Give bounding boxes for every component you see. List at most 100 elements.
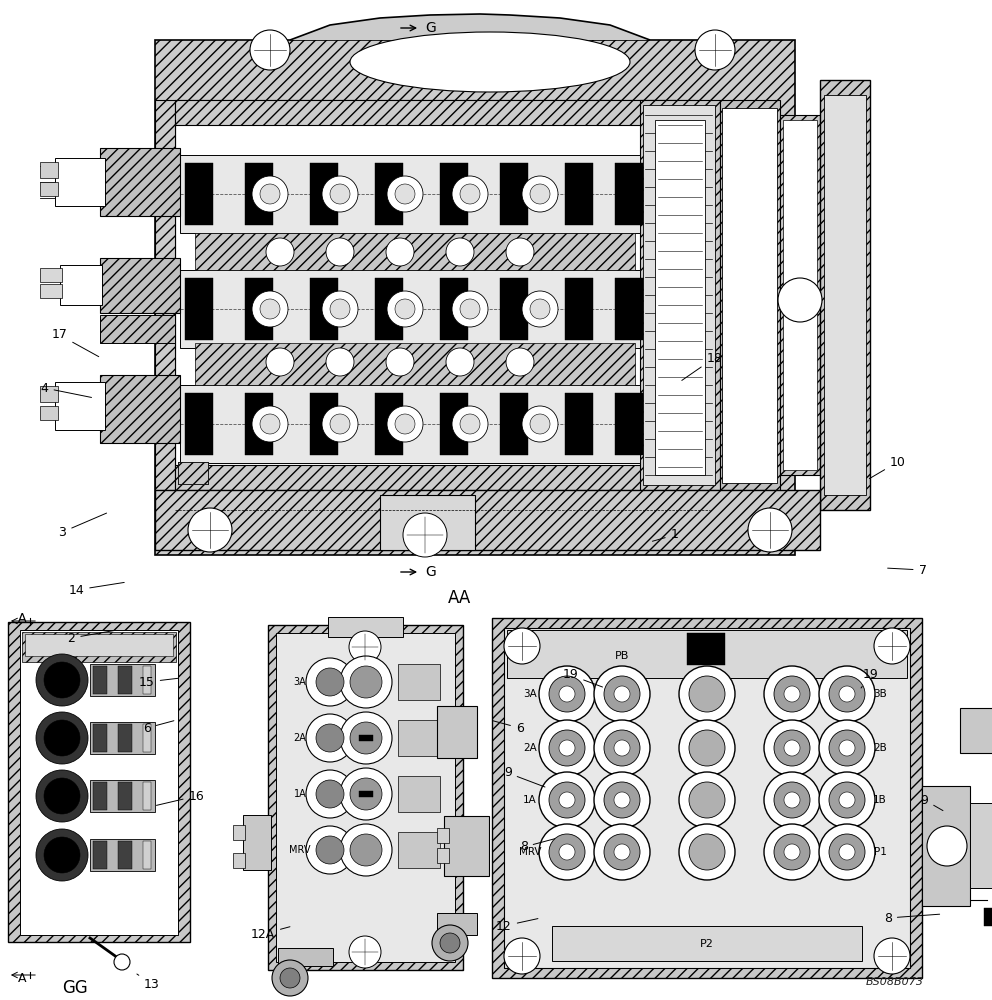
Bar: [440, 393, 468, 455]
Bar: [278, 948, 333, 966]
Bar: [359, 735, 373, 741]
Circle shape: [340, 712, 392, 764]
Circle shape: [559, 740, 575, 756]
Text: 1B: 1B: [873, 795, 887, 805]
Bar: [155, 40, 795, 555]
Circle shape: [386, 238, 414, 266]
Circle shape: [350, 834, 382, 866]
Text: 10: 10: [869, 456, 906, 479]
Bar: [565, 393, 593, 455]
Bar: [143, 782, 151, 810]
Circle shape: [272, 960, 308, 996]
Bar: [970, 803, 992, 888]
Text: 19: 19: [562, 668, 602, 687]
Circle shape: [340, 768, 392, 820]
Bar: [180, 270, 640, 348]
Bar: [175, 465, 675, 490]
Circle shape: [594, 666, 650, 722]
Bar: [100, 258, 180, 313]
Circle shape: [326, 348, 354, 376]
Circle shape: [874, 628, 910, 664]
Circle shape: [349, 631, 381, 663]
Circle shape: [549, 730, 585, 766]
Circle shape: [522, 406, 558, 442]
Circle shape: [689, 676, 725, 712]
Circle shape: [350, 722, 382, 754]
Circle shape: [395, 184, 415, 204]
Bar: [55, 158, 105, 206]
Circle shape: [349, 936, 381, 968]
Circle shape: [387, 176, 423, 212]
Bar: [90, 780, 155, 812]
Text: 9: 9: [504, 766, 545, 787]
Text: G: G: [425, 21, 435, 35]
Bar: [245, 163, 273, 225]
Bar: [552, 926, 862, 961]
Circle shape: [829, 676, 865, 712]
Bar: [40, 406, 58, 420]
Circle shape: [679, 666, 735, 722]
Bar: [615, 278, 643, 340]
Bar: [175, 100, 675, 490]
Bar: [824, 95, 866, 495]
Bar: [437, 706, 477, 758]
Bar: [675, 100, 695, 490]
Circle shape: [679, 772, 735, 828]
Bar: [245, 278, 273, 340]
Circle shape: [440, 933, 460, 953]
Circle shape: [604, 834, 640, 870]
Bar: [233, 853, 245, 868]
Circle shape: [266, 238, 294, 266]
Circle shape: [452, 406, 488, 442]
Text: PB: PB: [615, 651, 629, 661]
Bar: [507, 630, 907, 678]
Circle shape: [280, 968, 300, 988]
Bar: [143, 841, 151, 869]
Bar: [500, 393, 528, 455]
Bar: [615, 163, 643, 225]
Circle shape: [114, 954, 130, 970]
Circle shape: [689, 834, 725, 870]
Circle shape: [44, 837, 80, 873]
Text: 15: 15: [139, 676, 178, 688]
Bar: [437, 828, 449, 843]
Circle shape: [506, 348, 534, 376]
Text: 8: 8: [520, 839, 555, 854]
Text: 1A: 1A: [523, 795, 537, 805]
Bar: [143, 724, 151, 752]
Text: 8: 8: [884, 912, 939, 924]
Circle shape: [340, 824, 392, 876]
Circle shape: [403, 513, 447, 557]
Bar: [437, 913, 477, 935]
Circle shape: [36, 829, 88, 881]
Circle shape: [695, 30, 735, 70]
Circle shape: [522, 176, 558, 212]
Circle shape: [460, 184, 480, 204]
Circle shape: [559, 792, 575, 808]
Circle shape: [306, 826, 354, 874]
Circle shape: [614, 792, 630, 808]
Bar: [118, 782, 132, 810]
Circle shape: [539, 772, 595, 828]
Bar: [178, 462, 208, 484]
Bar: [722, 108, 777, 483]
Bar: [328, 617, 403, 637]
Circle shape: [874, 938, 910, 974]
Bar: [180, 155, 640, 233]
Circle shape: [260, 299, 280, 319]
Circle shape: [530, 184, 550, 204]
Bar: [276, 633, 455, 962]
Bar: [440, 163, 468, 225]
Circle shape: [539, 720, 595, 776]
Circle shape: [784, 740, 800, 756]
Text: MRV: MRV: [519, 847, 542, 857]
Bar: [155, 100, 175, 490]
Bar: [8, 622, 190, 942]
Bar: [180, 385, 640, 463]
Text: 12A: 12A: [251, 927, 290, 940]
Circle shape: [306, 770, 354, 818]
Bar: [143, 666, 151, 694]
Circle shape: [188, 508, 232, 552]
Bar: [118, 666, 132, 694]
Circle shape: [506, 238, 534, 266]
